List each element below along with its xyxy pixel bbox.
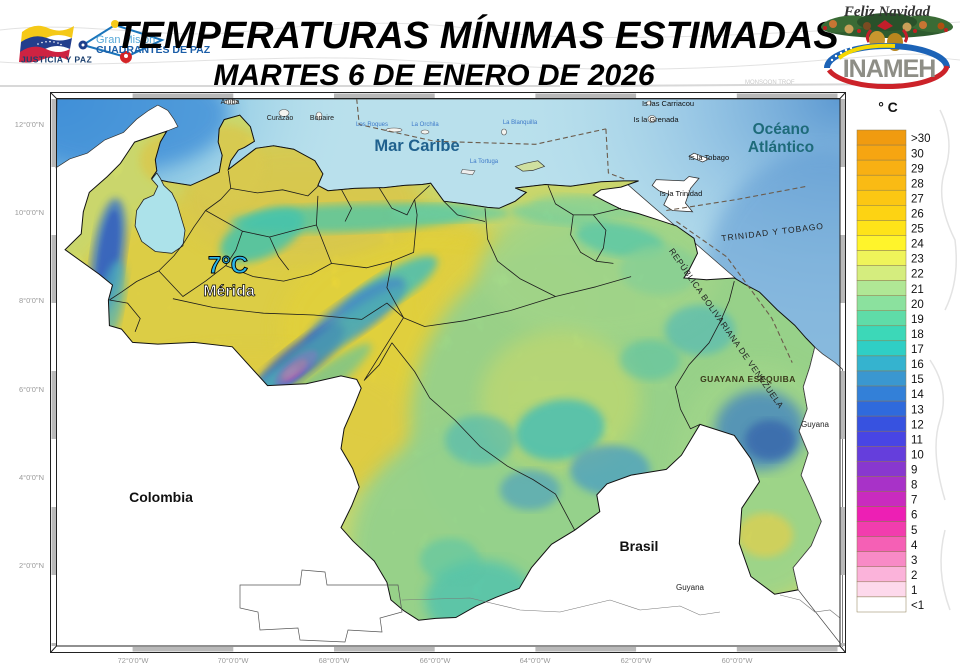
svg-text:13: 13 (911, 404, 924, 416)
svg-text:15: 15 (911, 374, 924, 386)
svg-text:22: 22 (911, 269, 924, 281)
svg-text:La Orchila: La Orchila (411, 122, 439, 128)
svg-text:La Blanquilla: La Blanquilla (503, 120, 538, 126)
svg-text:12: 12 (911, 419, 924, 431)
svg-text:7°C: 7°C (208, 252, 248, 279)
svg-text:Is la Grenada: Is la Grenada (633, 115, 679, 124)
svg-text:6: 6 (911, 510, 917, 522)
svg-text:28: 28 (911, 178, 924, 190)
svg-text:6°0'0"N: 6°0'0"N (19, 385, 44, 394)
svg-text:Guyana: Guyana (676, 583, 705, 592)
svg-text:4: 4 (911, 540, 918, 552)
svg-text:Mérida: Mérida (203, 283, 255, 300)
svg-text:29: 29 (911, 163, 924, 175)
svg-text:20: 20 (911, 299, 924, 311)
svg-text:10°0'0"N: 10°0'0"N (15, 208, 44, 217)
svg-text:11: 11 (911, 434, 923, 446)
svg-text:Is las Carriacou: Is las Carriacou (642, 99, 694, 108)
svg-text:21: 21 (911, 284, 924, 296)
svg-text:° C: ° C (878, 99, 898, 115)
svg-text:62°0'0"W: 62°0'0"W (621, 656, 653, 665)
svg-text:12°0'0"N: 12°0'0"N (15, 120, 44, 129)
svg-text:25: 25 (911, 224, 924, 236)
svg-text:18: 18 (911, 329, 924, 341)
svg-text:TEMPERATURAS MÍNIMAS ESTIMADAS: TEMPERATURAS MÍNIMAS ESTIMADAS (115, 13, 838, 57)
svg-text:9: 9 (911, 465, 917, 477)
svg-text:5: 5 (911, 525, 917, 537)
svg-text:3: 3 (911, 555, 917, 567)
svg-text:27: 27 (911, 193, 924, 205)
svg-text:1: 1 (911, 585, 917, 597)
svg-text:60°0'0"W: 60°0'0"W (722, 656, 754, 665)
svg-text:GUAYANA ESEQUIBA: GUAYANA ESEQUIBA (700, 374, 796, 384)
svg-text:Bonaire: Bonaire (310, 115, 334, 122)
svg-text:30: 30 (911, 148, 924, 160)
svg-text:16: 16 (911, 359, 924, 371)
svg-text:26: 26 (911, 209, 924, 221)
svg-text:CUADRANTES DE PAZ: CUADRANTES DE PAZ (96, 44, 211, 56)
svg-text:4°0'0"N: 4°0'0"N (19, 473, 44, 482)
svg-text:2: 2 (911, 570, 917, 582)
svg-text:8: 8 (911, 480, 917, 492)
svg-text:64°0'0"W: 64°0'0"W (520, 656, 552, 665)
svg-text:Los Roques: Los Roques (356, 122, 388, 128)
svg-text:Mar Caribe: Mar Caribe (374, 137, 459, 155)
svg-text:Brasil: Brasil (620, 538, 659, 554)
svg-text:Océano: Océano (753, 121, 810, 138)
svg-text:17: 17 (911, 344, 924, 356)
svg-text:8°0'0"N: 8°0'0"N (19, 296, 44, 305)
svg-text:Feliz Navidad: Feliz Navidad (843, 4, 931, 20)
svg-text:INAMEH: INAMEH (843, 55, 936, 83)
svg-text:24: 24 (911, 239, 924, 251)
svg-text:MARTES 6 DE ENERO DE 2026: MARTES 6 DE ENERO DE 2026 (213, 59, 655, 92)
svg-text:Is la Trinidad: Is la Trinidad (660, 189, 703, 198)
svg-text:7: 7 (911, 495, 917, 507)
svg-text:JUSTICIA Y PAZ: JUSTICIA Y PAZ (21, 55, 92, 65)
svg-text:Atlántico: Atlántico (748, 139, 814, 156)
svg-text:66°0'0"W: 66°0'0"W (420, 656, 452, 665)
svg-text:MONSOON TROF: MONSOON TROF (745, 80, 795, 86)
svg-text:Gran Misión: Gran Misión (96, 34, 155, 46)
svg-text:Is la Tobago: Is la Tobago (689, 153, 729, 162)
svg-text:Guyana: Guyana (801, 420, 830, 429)
svg-text:68°0'0"W: 68°0'0"W (319, 656, 351, 665)
svg-text:2°0'0"N: 2°0'0"N (19, 561, 44, 570)
svg-text:Curazao: Curazao (267, 115, 294, 122)
svg-text:72°0'0"W: 72°0'0"W (118, 656, 150, 665)
svg-text:>30: >30 (911, 133, 931, 145)
svg-text:<1: <1 (911, 600, 924, 612)
svg-text:Aruba: Aruba (221, 99, 240, 106)
svg-text:19: 19 (911, 314, 924, 326)
svg-text:14: 14 (911, 389, 924, 401)
svg-text:La Tortuga: La Tortuga (470, 159, 499, 165)
svg-text:Colombia: Colombia (129, 489, 193, 505)
svg-text:23: 23 (911, 254, 924, 266)
svg-text:10: 10 (911, 450, 924, 462)
svg-text:70°0'0"W: 70°0'0"W (218, 656, 250, 665)
